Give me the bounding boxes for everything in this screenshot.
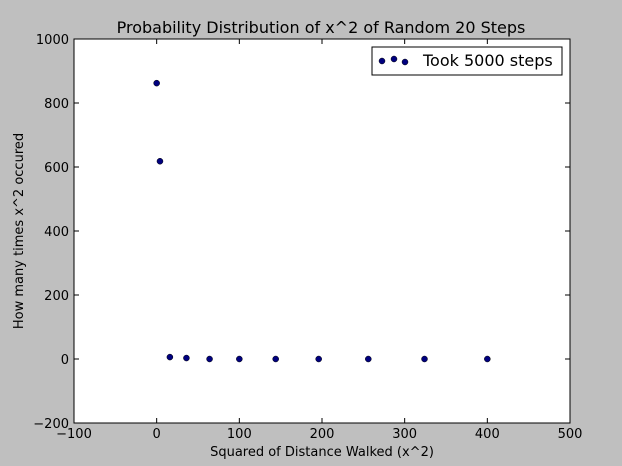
y-axis: −200 0 200 400 600 800 1000 [33, 33, 570, 432]
x-tick-label: 400 [475, 427, 500, 442]
data-point [183, 354, 190, 362]
y-axis-label: How many times x^2 occured [12, 133, 27, 329]
data-point [365, 355, 372, 363]
plot-area [73, 38, 571, 424]
data-point [236, 355, 243, 363]
data-point [156, 157, 164, 165]
x-axis: −100 0 100 200 300 400 500 [56, 39, 582, 442]
legend-marker [401, 58, 409, 66]
data-point [206, 355, 213, 363]
y-tick-label: 600 [44, 161, 69, 176]
x-tick-label: 300 [392, 427, 417, 442]
x-tick-label: 200 [310, 427, 335, 442]
y-tick-label: 0 [61, 353, 69, 368]
data-point [484, 355, 491, 363]
y-tick-label: 800 [44, 97, 69, 112]
data-point [272, 355, 279, 363]
legend: Took 5000 steps [371, 46, 563, 76]
legend-marker [378, 57, 386, 65]
y-tick-label: 400 [44, 225, 69, 240]
chart-title: Probability Distribution of x^2 of Rando… [117, 18, 526, 37]
x-tick-label: 500 [558, 427, 583, 442]
data-point [166, 353, 174, 361]
x-tick-label: 0 [153, 427, 161, 442]
data-point [315, 355, 322, 363]
data-point [153, 79, 160, 87]
data-points [153, 79, 491, 363]
legend-label: Took 5000 steps [422, 51, 553, 70]
y-tick-label: −200 [33, 417, 69, 432]
y-tick-label: 1000 [36, 33, 69, 48]
x-tick-label: 100 [227, 427, 252, 442]
x-axis-label: Squared of Distance Walked (x^2) [210, 445, 434, 460]
legend-marker [390, 55, 398, 63]
data-point [421, 355, 428, 363]
y-tick-label: 200 [44, 289, 69, 304]
x-tick-label: −100 [56, 427, 92, 442]
